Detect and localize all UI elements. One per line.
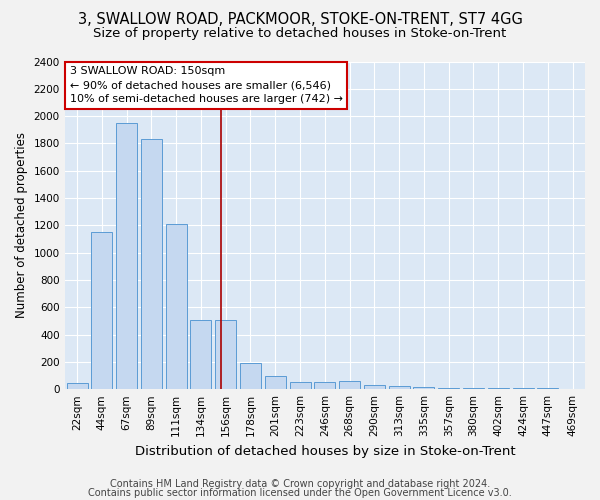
- Bar: [339, 381, 360, 389]
- Bar: [512, 388, 533, 389]
- Bar: [463, 388, 484, 389]
- Text: Contains HM Land Registry data © Crown copyright and database right 2024.: Contains HM Land Registry data © Crown c…: [110, 479, 490, 489]
- Text: Contains public sector information licensed under the Open Government Licence v3: Contains public sector information licen…: [88, 488, 512, 498]
- Bar: [438, 388, 459, 389]
- Bar: [215, 320, 236, 389]
- Bar: [116, 123, 137, 389]
- Bar: [364, 385, 385, 389]
- Bar: [141, 140, 162, 389]
- Bar: [166, 224, 187, 389]
- Bar: [389, 386, 410, 389]
- Text: 3 SWALLOW ROAD: 150sqm
← 90% of detached houses are smaller (6,546)
10% of semi-: 3 SWALLOW ROAD: 150sqm ← 90% of detached…: [70, 66, 343, 104]
- Bar: [413, 387, 434, 389]
- Bar: [314, 382, 335, 389]
- Bar: [91, 232, 112, 389]
- Bar: [265, 376, 286, 389]
- Bar: [240, 363, 261, 389]
- Bar: [67, 383, 88, 389]
- Y-axis label: Number of detached properties: Number of detached properties: [15, 132, 28, 318]
- Bar: [488, 388, 509, 389]
- Text: 3, SWALLOW ROAD, PACKMOOR, STOKE-ON-TRENT, ST7 4GG: 3, SWALLOW ROAD, PACKMOOR, STOKE-ON-TREN…: [77, 12, 523, 28]
- Bar: [538, 388, 559, 389]
- Bar: [290, 382, 311, 389]
- X-axis label: Distribution of detached houses by size in Stoke-on-Trent: Distribution of detached houses by size …: [134, 444, 515, 458]
- Text: Size of property relative to detached houses in Stoke-on-Trent: Size of property relative to detached ho…: [94, 28, 506, 40]
- Bar: [190, 320, 211, 389]
